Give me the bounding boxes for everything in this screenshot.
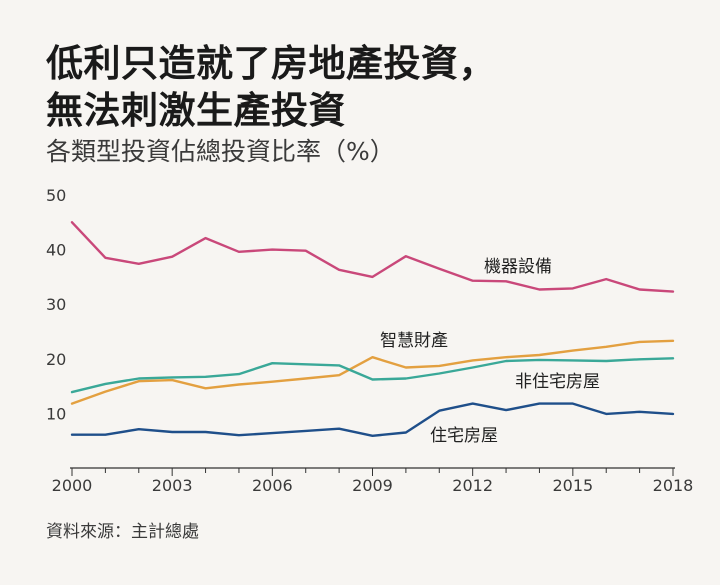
x-tick-label-2003: 2003	[152, 476, 193, 495]
series-line-smart-assets	[70, 339, 675, 405]
y-tick-label-10: 10	[46, 404, 66, 423]
y-tick-label-40: 40	[46, 241, 66, 260]
y-tick-label-30: 30	[46, 295, 66, 314]
x-tick-label-2006: 2006	[252, 476, 293, 495]
series-label-residential: 住宅房屋	[430, 426, 498, 446]
y-tick-label-20: 20	[46, 350, 66, 369]
chart-title-line-1: 低利只造就了房地產投資，	[46, 42, 496, 85]
series-label-machinery: 機器設備	[484, 257, 552, 277]
chart-title: 低利只造就了房地產投資， 無法刺激生產投資	[46, 40, 496, 134]
data-source: 資料來源：主計總處	[46, 522, 199, 542]
series-line-machinery	[70, 221, 675, 293]
y-axis: 10 20 30 40 50	[46, 186, 66, 423]
x-axis: 2000 2003 2006 2009 2012 2015 2018	[52, 468, 694, 495]
series-label-smart-assets: 智慧財產	[380, 331, 448, 351]
series-layer	[70, 221, 675, 437]
series-label-non-residential: 非住宅房屋	[515, 372, 600, 392]
x-tick-label-2018: 2018	[653, 476, 694, 495]
series-line-non-residential	[70, 357, 675, 394]
x-tick-label-2000: 2000	[52, 476, 93, 495]
chart-subtitle: 各類型投資佔總投資比率（%）	[46, 137, 395, 166]
x-tick-label-2012: 2012	[452, 476, 493, 495]
x-tick-label-2009: 2009	[352, 476, 393, 495]
y-tick-label-50: 50	[46, 186, 66, 205]
chart-title-line-2: 無法刺激生產投資	[46, 89, 346, 132]
x-tick-label-2015: 2015	[552, 476, 593, 495]
series-line-residential	[70, 402, 675, 437]
